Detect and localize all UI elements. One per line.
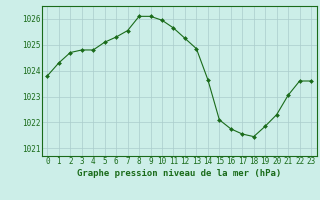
X-axis label: Graphe pression niveau de la mer (hPa): Graphe pression niveau de la mer (hPa) <box>77 169 281 178</box>
